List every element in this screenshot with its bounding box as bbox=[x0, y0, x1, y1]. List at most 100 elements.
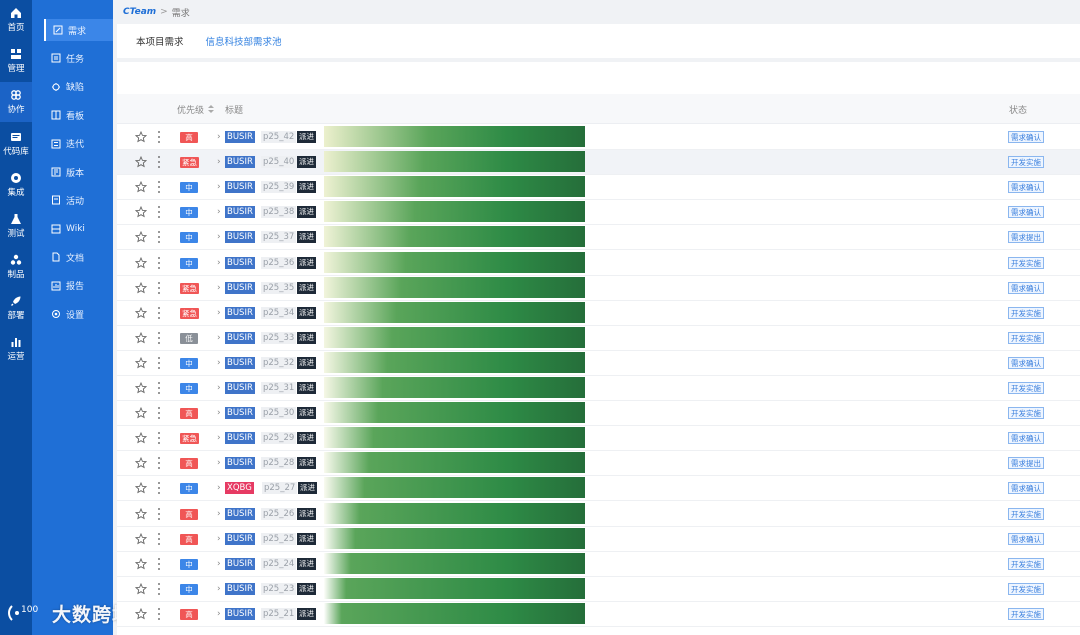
primary-nav-item-5[interactable]: 测试 bbox=[0, 206, 32, 246]
requirement-code[interactable]: p25_30 bbox=[261, 407, 297, 420]
more-options-icon[interactable] bbox=[157, 557, 161, 570]
expand-chevron-icon[interactable]: › bbox=[217, 357, 221, 368]
expand-chevron-icon[interactable]: › bbox=[217, 508, 221, 519]
more-options-icon[interactable] bbox=[157, 331, 161, 344]
status-badge[interactable]: 需求确认 bbox=[1008, 532, 1044, 545]
expand-chevron-icon[interactable]: › bbox=[217, 583, 221, 594]
requirement-code[interactable]: p25_26 bbox=[261, 507, 297, 520]
expand-chevron-icon[interactable]: › bbox=[217, 207, 221, 218]
redacted-title-bar[interactable] bbox=[324, 226, 585, 248]
requirement-code[interactable]: p25_39 bbox=[261, 181, 297, 194]
more-options-icon[interactable] bbox=[157, 231, 161, 244]
more-options-icon[interactable] bbox=[157, 507, 161, 520]
table-row[interactable]: 中 › BUSIR p25_37 派进 需求提出 bbox=[117, 225, 1080, 251]
more-options-icon[interactable] bbox=[157, 532, 161, 545]
expand-chevron-icon[interactable]: › bbox=[217, 257, 221, 268]
status-badge[interactable]: 开发实施 bbox=[1008, 582, 1044, 595]
star-icon[interactable] bbox=[135, 407, 147, 419]
table-row[interactable]: 低 › BUSIR p25_33 派进 开发实施 bbox=[117, 325, 1080, 351]
primary-nav-item-7[interactable]: 部署 bbox=[0, 288, 32, 328]
star-icon[interactable] bbox=[135, 557, 147, 570]
table-row[interactable]: 高 › BUSIR p25_26 派进 开发实施 bbox=[117, 501, 1080, 527]
status-badge[interactable]: 需求提出 bbox=[1008, 457, 1044, 470]
requirement-code[interactable]: p25_42 bbox=[261, 131, 297, 143]
more-options-icon[interactable] bbox=[157, 281, 161, 294]
table-row[interactable]: 高 › BUSIR p25_21 派进 开发实施 bbox=[117, 601, 1080, 627]
table-row[interactable]: 高 › BUSIR p25_25 派进 需求确认 bbox=[117, 526, 1080, 552]
requirement-code[interactable]: p25_24 bbox=[261, 557, 297, 570]
table-row[interactable]: 中 › BUSIR p25_24 派进 开发实施 bbox=[117, 551, 1080, 577]
priority-column-header[interactable]: 优先级 bbox=[177, 94, 215, 124]
more-options-icon[interactable] bbox=[157, 582, 161, 595]
redacted-title-bar[interactable] bbox=[324, 377, 585, 398]
status-badge[interactable]: 需求确认 bbox=[1008, 131, 1044, 143]
status-badge[interactable]: 开发实施 bbox=[1008, 156, 1044, 169]
table-row[interactable]: 紧急 › BUSIR p25_34 派进 开发实施 bbox=[117, 300, 1080, 326]
status-badge[interactable]: 开发实施 bbox=[1008, 407, 1044, 420]
tab-project-requirements[interactable]: 本项目需求 bbox=[136, 37, 184, 48]
primary-nav-item-6[interactable]: 制品 bbox=[0, 247, 32, 287]
table-row[interactable]: 中 › BUSIR p25_32 派进 需求确认 bbox=[117, 350, 1080, 376]
redacted-title-bar[interactable] bbox=[324, 301, 585, 323]
redacted-title-bar[interactable] bbox=[324, 552, 585, 574]
expand-chevron-icon[interactable]: › bbox=[217, 408, 221, 419]
expand-chevron-icon[interactable]: › bbox=[217, 282, 221, 293]
expand-chevron-icon[interactable]: › bbox=[217, 132, 221, 142]
redacted-title-bar[interactable] bbox=[324, 527, 585, 549]
star-icon[interactable] bbox=[135, 306, 147, 319]
redacted-title-bar[interactable] bbox=[324, 452, 585, 474]
requirement-code[interactable]: p25_21 bbox=[261, 607, 297, 620]
star-icon[interactable] bbox=[135, 382, 147, 394]
more-options-icon[interactable] bbox=[157, 432, 161, 445]
table-row[interactable]: 紧急 › BUSIR p25_40 派进 开发实施 bbox=[117, 150, 1080, 176]
sidebar-item-7[interactable]: Wiki bbox=[44, 218, 113, 240]
status-badge[interactable]: 需求提出 bbox=[1008, 231, 1044, 244]
redacted-title-bar[interactable] bbox=[324, 477, 585, 499]
star-icon[interactable] bbox=[135, 181, 147, 193]
star-icon[interactable] bbox=[135, 607, 147, 620]
redacted-title-bar[interactable] bbox=[324, 176, 585, 198]
more-options-icon[interactable] bbox=[157, 356, 161, 369]
requirement-code[interactable]: p25_32 bbox=[261, 356, 297, 369]
status-badge[interactable]: 开发实施 bbox=[1008, 306, 1044, 319]
requirement-code[interactable]: p25_36 bbox=[261, 256, 297, 269]
more-options-icon[interactable] bbox=[157, 181, 161, 194]
more-options-icon[interactable] bbox=[157, 256, 161, 269]
star-icon[interactable] bbox=[135, 281, 147, 294]
table-row[interactable]: 中 › BUSIR p25_31 派进 开发实施 bbox=[117, 376, 1080, 401]
primary-nav-item-0[interactable]: 首页 bbox=[0, 0, 32, 40]
status-badge[interactable]: 开发实施 bbox=[1008, 607, 1044, 620]
table-row[interactable]: 高 › BUSIR p25_42 派进 需求确认 bbox=[117, 125, 1080, 150]
table-row[interactable]: 中 › BUSIR p25_39 派进 需求确认 bbox=[117, 175, 1080, 201]
expand-chevron-icon[interactable]: › bbox=[217, 157, 221, 168]
sidebar-item-10[interactable]: 设置 bbox=[44, 303, 113, 325]
redacted-title-bar[interactable] bbox=[324, 326, 585, 348]
redacted-title-bar[interactable] bbox=[324, 276, 585, 298]
table-row[interactable]: 紧急 › BUSIR p25_29 派进 需求确认 bbox=[117, 426, 1080, 452]
star-icon[interactable] bbox=[135, 206, 147, 218]
expand-chevron-icon[interactable]: › bbox=[217, 182, 221, 193]
table-row[interactable]: 高 › BUSIR p25_28 派进 需求提出 bbox=[117, 451, 1080, 477]
primary-nav-item-3[interactable]: 代码库 bbox=[0, 124, 32, 164]
requirement-code[interactable]: p25_25 bbox=[261, 532, 297, 545]
status-badge[interactable]: 需求确认 bbox=[1008, 206, 1044, 219]
primary-nav-item-4[interactable]: 集成 bbox=[0, 165, 32, 205]
primary-nav-item-8[interactable]: 运营 bbox=[0, 329, 32, 369]
expand-chevron-icon[interactable]: › bbox=[217, 608, 221, 619]
status-badge[interactable]: 开发实施 bbox=[1008, 557, 1044, 570]
requirement-code[interactable]: p25_37 bbox=[261, 231, 297, 244]
sidebar-item-1[interactable]: 任务 bbox=[44, 47, 113, 69]
sidebar-item-6[interactable]: 活动 bbox=[44, 189, 113, 211]
status-badge[interactable]: 需求确认 bbox=[1008, 482, 1044, 495]
requirement-code[interactable]: p25_35 bbox=[261, 281, 297, 294]
primary-nav-item-2[interactable]: 协作 bbox=[0, 82, 32, 122]
more-options-icon[interactable] bbox=[157, 206, 161, 219]
requirement-code[interactable]: p25_38 bbox=[261, 206, 297, 219]
sidebar-item-5[interactable]: 版本 bbox=[44, 161, 113, 183]
star-icon[interactable] bbox=[135, 457, 147, 469]
requirement-code[interactable]: p25_31 bbox=[261, 382, 297, 394]
breadcrumb-brand-link[interactable]: CTeam bbox=[123, 7, 157, 17]
more-options-icon[interactable] bbox=[157, 482, 161, 495]
star-icon[interactable] bbox=[135, 256, 147, 269]
redacted-title-bar[interactable] bbox=[324, 201, 585, 223]
